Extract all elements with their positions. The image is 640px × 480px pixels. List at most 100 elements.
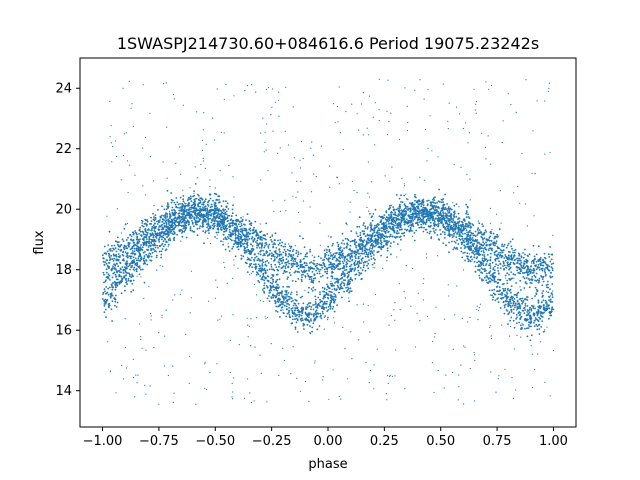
data-point	[251, 245, 254, 247]
data-point	[510, 311, 513, 313]
data-point	[293, 302, 296, 305]
data-point	[435, 206, 438, 208]
data-point	[262, 261, 265, 264]
data-point	[360, 262, 362, 264]
data-point	[519, 259, 522, 262]
data-point	[528, 253, 531, 256]
data-point	[456, 248, 459, 251]
data-point	[520, 270, 523, 272]
data-point	[249, 263, 251, 266]
data-point	[250, 238, 253, 240]
data-point	[121, 266, 124, 268]
data-point	[442, 215, 445, 218]
data-point	[367, 242, 370, 244]
data-point	[485, 241, 487, 244]
data-point	[310, 279, 313, 282]
data-point	[271, 240, 273, 243]
data-point	[325, 302, 327, 305]
data-point	[141, 222, 144, 224]
data-point	[541, 315, 543, 318]
data-point	[145, 231, 148, 234]
data-point	[218, 199, 221, 201]
data-point	[516, 303, 519, 305]
data-point	[461, 224, 464, 227]
data-point	[549, 314, 552, 317]
data-point	[413, 218, 416, 221]
data-point	[487, 278, 490, 280]
data-point	[224, 211, 227, 214]
data-point	[254, 263, 257, 266]
data-point	[350, 270, 353, 273]
data-point	[279, 239, 282, 241]
data-point	[491, 261, 494, 264]
data-point	[178, 214, 181, 217]
data-point	[179, 202, 181, 205]
data-point	[400, 201, 402, 203]
data-point	[174, 203, 177, 206]
data-point	[531, 304, 533, 307]
data-point	[264, 260, 267, 263]
data-point	[338, 251, 341, 254]
data-point	[542, 276, 544, 279]
data-point	[237, 219, 239, 221]
data-point	[455, 236, 458, 239]
data-point	[224, 218, 227, 221]
data-point	[198, 202, 200, 204]
data-point	[143, 241, 146, 244]
data-point	[157, 229, 160, 232]
data-point	[466, 246, 469, 248]
data-point	[164, 230, 167, 233]
data-point	[485, 231, 488, 233]
data-point	[114, 288, 117, 291]
data-point	[308, 316, 310, 319]
data-point	[498, 260, 500, 263]
data-point	[394, 222, 397, 225]
data-point	[342, 279, 345, 282]
data-point	[335, 259, 338, 262]
data-point	[332, 305, 335, 308]
data-point	[320, 300, 323, 302]
data-point	[526, 299, 529, 301]
data-point	[290, 259, 293, 262]
data-point	[294, 260, 297, 263]
data-point	[533, 314, 536, 317]
data-point	[362, 224, 365, 227]
data-point	[161, 248, 164, 250]
data-point	[327, 316, 329, 319]
data-point	[507, 254, 510, 257]
data-point	[366, 264, 368, 267]
data-point	[335, 280, 338, 283]
data-point	[400, 220, 403, 223]
data-point	[288, 314, 291, 316]
data-point	[299, 296, 302, 299]
data-point	[388, 214, 390, 216]
data-point	[547, 280, 549, 283]
data-point	[398, 214, 401, 217]
data-point	[223, 230, 226, 233]
data-point	[395, 226, 398, 229]
data-point	[511, 257, 514, 260]
data-point	[193, 206, 196, 208]
data-point	[442, 242, 445, 245]
data-point	[370, 235, 372, 238]
data-point	[372, 241, 375, 243]
data-point	[506, 272, 509, 275]
data-point	[108, 304, 111, 307]
data-point	[133, 259, 135, 261]
data-point	[472, 234, 475, 237]
data-point	[422, 204, 425, 207]
data-point	[193, 209, 195, 212]
data-point	[325, 257, 328, 260]
data-point	[354, 260, 357, 262]
data-point	[386, 227, 388, 230]
data-point	[276, 253, 279, 255]
data-point	[224, 227, 227, 229]
data-point	[493, 236, 496, 239]
data-point	[333, 288, 336, 291]
data-point	[304, 275, 307, 277]
data-point	[206, 203, 209, 206]
data-point	[514, 249, 517, 251]
data-point	[131, 264, 133, 267]
data-point	[295, 249, 298, 252]
data-point	[140, 234, 142, 237]
